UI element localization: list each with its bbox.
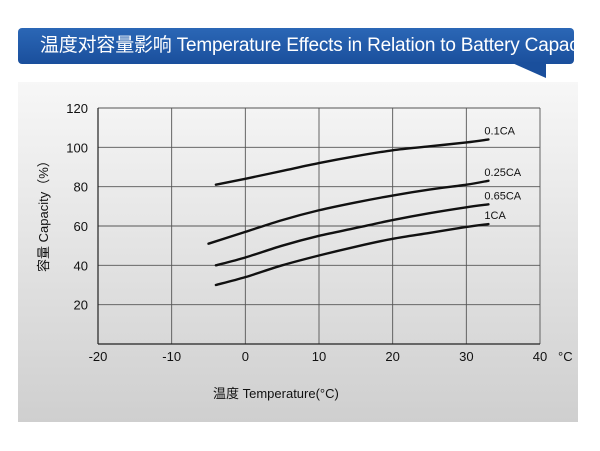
series-label: 0.65CA (484, 190, 521, 202)
x-tick-label: 40 (533, 349, 547, 364)
series-label: 1CA (484, 210, 506, 222)
y-tick-label: 60 (74, 219, 88, 234)
series-line (214, 222, 490, 287)
title-banner: 温度对容量影响 Temperature Effects in Relation … (18, 28, 597, 64)
x-tick-label: 0 (242, 349, 249, 364)
title-banner-tail (510, 62, 546, 78)
x-tick-label: -20 (89, 349, 108, 364)
series-label: 0.25CA (484, 167, 521, 179)
x-axis-label: 温度 Temperature(°C) (213, 386, 339, 401)
series-line (214, 138, 490, 186)
chart: -20 -10 0 10 20 30 40 °C 20 40 60 80 100 120 0.1CA 0.2… (36, 101, 573, 401)
tick-labels: -20 -10 0 10 20 30 40 °C 20 40 60 80 100 120 (66, 101, 572, 364)
series-label: 0.1CA (484, 125, 515, 137)
x-unit-label: °C (558, 349, 573, 364)
y-tick-label: 20 (74, 298, 88, 313)
y-tick-label: 120 (66, 101, 88, 116)
y-tick-label: 100 (66, 140, 88, 155)
grid (97, 107, 541, 345)
y-tick-label: 40 (74, 258, 88, 273)
y-axis-label: 容量 Capacity（%） (36, 154, 51, 272)
series-lines: 0.1CA 0.25CA 0.65CA 1CA (207, 125, 522, 287)
series-line (207, 179, 490, 245)
chart-panel: -20 -10 0 10 20 30 40 °C 20 40 60 80 100 120 0.1CA 0.2… (18, 82, 578, 422)
series-line (214, 203, 490, 267)
x-tick-label: 20 (385, 349, 399, 364)
page-title: 温度对容量影响 Temperature Effects in Relation … (40, 35, 598, 56)
x-tick-label: -10 (162, 349, 181, 364)
y-tick-label: 80 (74, 180, 88, 195)
x-tick-label: 30 (459, 349, 473, 364)
x-tick-label: 10 (312, 349, 326, 364)
